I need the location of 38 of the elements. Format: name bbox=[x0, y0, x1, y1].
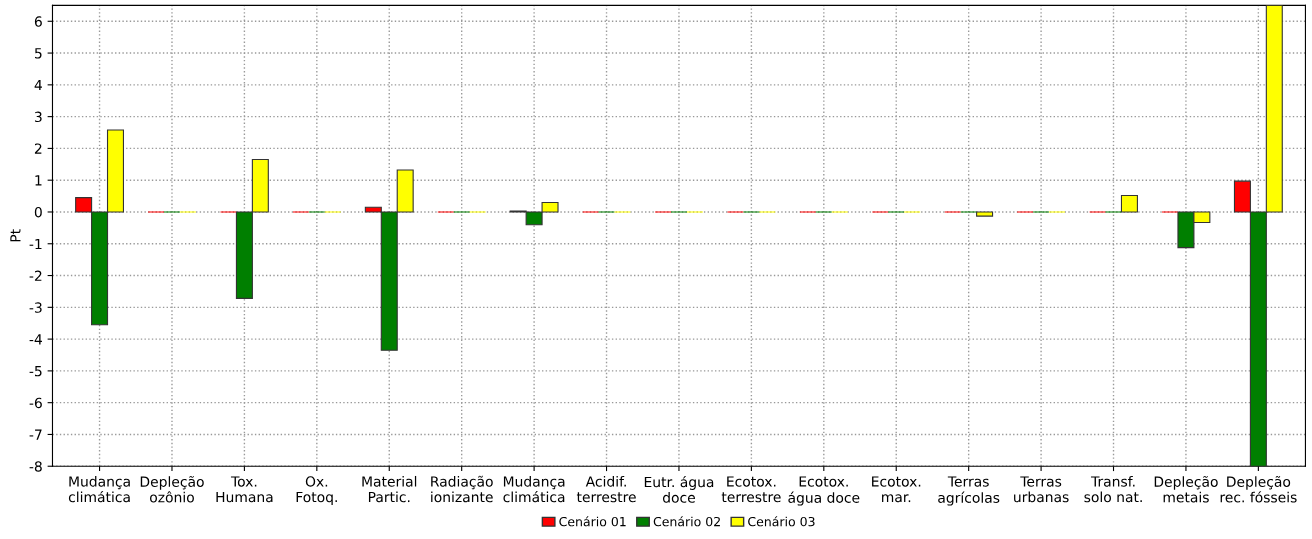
y-tick-label: -2 bbox=[29, 270, 42, 281]
legend-label: Cenário 02 bbox=[653, 516, 720, 527]
x-tick-label: Tox. Humana bbox=[216, 476, 273, 503]
y-axis-title: Pt bbox=[10, 229, 21, 242]
y-tick-label: -3 bbox=[29, 302, 42, 313]
x-tick-label: Depleção rec. fósseis bbox=[1220, 475, 1297, 503]
x-tick-label: Mudança climática bbox=[68, 475, 130, 503]
x-tick-label: Transf. solo nat. bbox=[1084, 475, 1142, 503]
x-tick-label: Ecotox. mar. bbox=[872, 476, 921, 503]
x-tick-label: Ecotox. água doce bbox=[788, 476, 860, 506]
legend-label: Cenário 03 bbox=[748, 516, 815, 527]
y-tick-label: 3 bbox=[34, 111, 42, 123]
x-tick-label: Terras agrícolas bbox=[938, 476, 1000, 506]
y-tick-label: 0 bbox=[34, 206, 42, 218]
y-tick-label: -1 bbox=[29, 238, 42, 250]
y-tick-label: -6 bbox=[29, 397, 42, 409]
x-tick-label: Acidif. terrestre bbox=[576, 475, 636, 503]
x-tick-label: Depleção ozônio bbox=[140, 475, 204, 503]
x-tick-label: Ecotox. terrestre bbox=[721, 476, 781, 503]
x-tick-label: Material Partic. bbox=[362, 475, 417, 503]
bar bbox=[976, 211, 994, 217]
y-tick-label: 4 bbox=[34, 80, 42, 91]
x-tick-label: Radiação ionizante bbox=[431, 475, 493, 503]
x-tick-label: Terras urbanas bbox=[1014, 476, 1069, 503]
y-tick-label: -7 bbox=[29, 429, 42, 440]
y-tick-label: -5 bbox=[29, 366, 42, 377]
legend-label: Cenário 01 bbox=[559, 516, 626, 527]
y-tick-label: 6 bbox=[34, 16, 42, 27]
x-tick-label: Depleção metais bbox=[1154, 475, 1218, 503]
y-tick-label: -4 bbox=[29, 334, 42, 345]
x-tick-label: Mudança climática bbox=[503, 475, 565, 503]
y-tick-label: -8 bbox=[29, 461, 42, 472]
bar bbox=[1120, 194, 1138, 213]
y-tick-label: 2 bbox=[34, 143, 42, 154]
y-tick-label: 5 bbox=[34, 48, 42, 59]
x-tick-label: Ox. Fotoq. bbox=[296, 476, 337, 505]
x-tick-label: Eutr. água doce bbox=[644, 475, 714, 503]
y-tick-label: 1 bbox=[35, 175, 42, 186]
